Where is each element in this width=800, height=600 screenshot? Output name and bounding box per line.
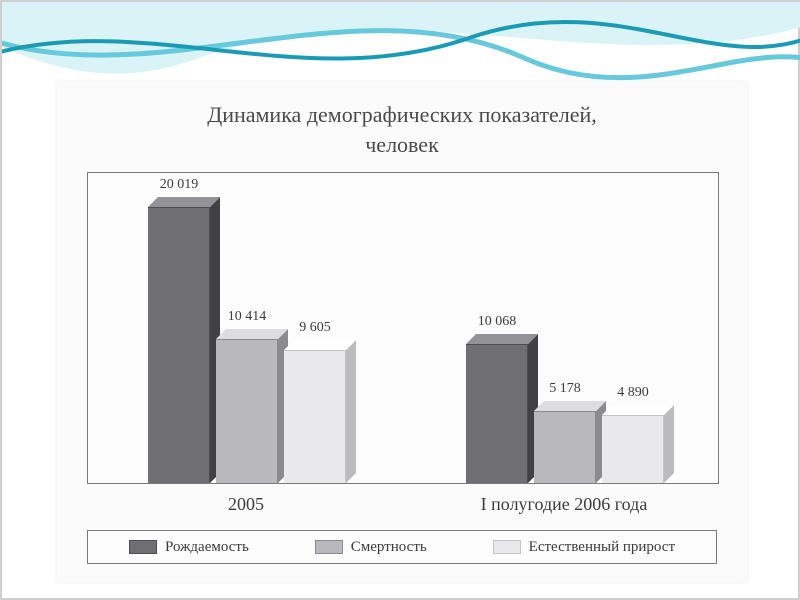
slide: Динамика демографических показателей, че… [0, 0, 800, 600]
bar: 10 068 [466, 344, 528, 483]
chart-title: Динамика демографических показателей, че… [57, 100, 747, 159]
legend-label: Смертность [351, 539, 427, 556]
bar-value-label: 9 605 [284, 320, 346, 336]
legend-item: Рождаемость [129, 539, 249, 556]
legend-swatch [129, 540, 157, 554]
chart-card: Динамика демографических показателей, че… [57, 82, 747, 582]
legend-label: Естественный прирост [529, 539, 675, 556]
legend-swatch [315, 540, 343, 554]
legend-item: Смертность [315, 539, 427, 556]
bar-value-label: 20 019 [148, 177, 210, 193]
category-label: 2005 [228, 494, 264, 515]
bar-value-label: 10 414 [216, 309, 278, 325]
bar-value-label: 4 890 [602, 385, 664, 401]
chart-plot-area: 20 01910 4149 60510 0685 1784 890 [87, 172, 719, 484]
category-label: I полугодие 2006 года [481, 494, 648, 515]
chart-legend: Рождаемость Смертность Естественный прир… [87, 530, 717, 564]
bar-value-label: 5 178 [534, 381, 596, 397]
bar: 20 019 [148, 207, 210, 483]
bar: 4 890 [602, 415, 664, 483]
bar: 10 414 [216, 339, 278, 483]
legend-item: Естественный прирост [493, 539, 675, 556]
legend-label: Рождаемость [165, 539, 249, 556]
bar: 9 605 [284, 350, 346, 483]
legend-swatch [493, 540, 521, 554]
bar-value-label: 10 068 [466, 314, 528, 330]
bar: 5 178 [534, 411, 596, 483]
